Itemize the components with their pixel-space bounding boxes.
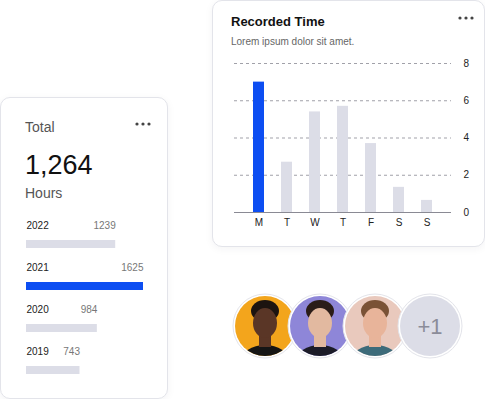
svg-text:2019: 2019: [27, 346, 50, 357]
svg-text:2020: 2020: [27, 304, 50, 315]
html-text:Hours: Hours: [25, 185, 63, 201]
html-text:Lorem ipsum dolor sit amet.: Lorem ipsum dolor sit amet.: [231, 36, 355, 47]
svg-text:4: 4: [464, 132, 470, 143]
html-text:1,264: 1,264: [25, 150, 93, 180]
svg-text:8: 8: [464, 58, 470, 69]
svg-text:2021: 2021: [27, 262, 50, 273]
svg-text:6: 6: [464, 95, 470, 106]
svg-text:743: 743: [63, 346, 80, 357]
svg-text:2022: 2022: [27, 220, 50, 231]
svg-text:T: T: [340, 217, 346, 228]
svg-text:T: T: [284, 217, 290, 228]
svg-text:2: 2: [464, 169, 470, 180]
svg-text:M: M: [255, 217, 263, 228]
svg-text:W: W: [310, 217, 320, 228]
svg-text:1625: 1625: [121, 262, 144, 273]
svg-text:1239: 1239: [93, 220, 116, 231]
svg-text:S: S: [424, 217, 431, 228]
html-text:Total: Total: [25, 119, 55, 135]
svg-text:984: 984: [81, 304, 98, 315]
svg-text:0: 0: [464, 207, 470, 218]
svg-text:F: F: [368, 217, 374, 228]
svg-text:S: S: [396, 217, 403, 228]
html-text:Recorded Time: Recorded Time: [231, 14, 325, 29]
svg-text:+1: +1: [417, 314, 442, 339]
